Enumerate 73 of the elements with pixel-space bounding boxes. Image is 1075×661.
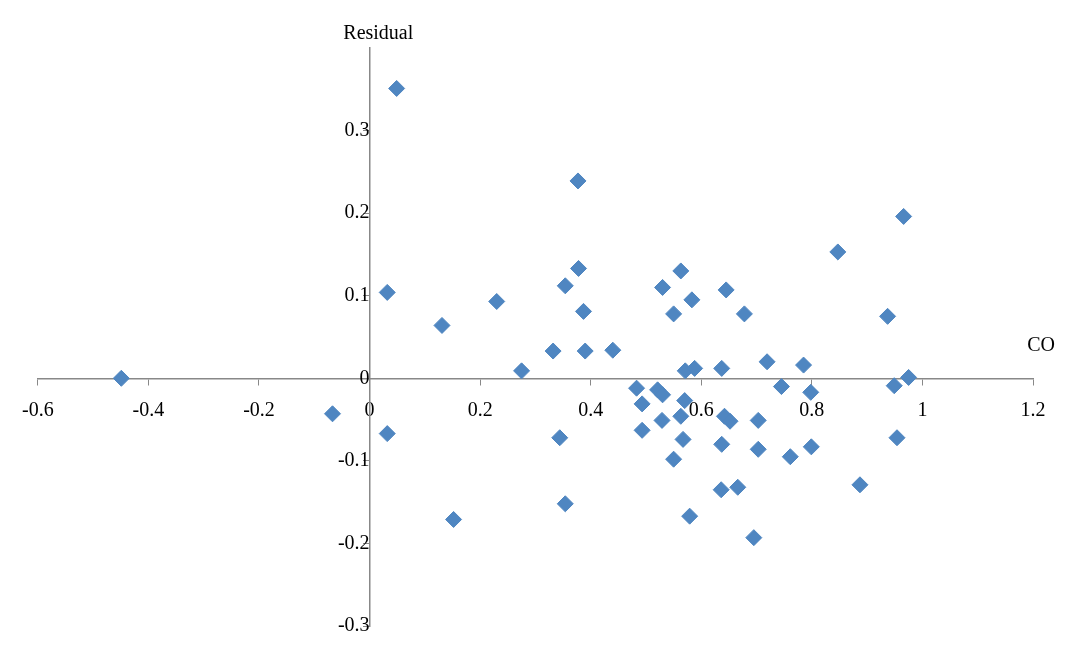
point xyxy=(758,353,776,371)
point xyxy=(556,495,574,513)
point xyxy=(633,421,651,439)
point xyxy=(713,435,731,453)
point xyxy=(445,510,463,528)
point xyxy=(388,79,406,97)
point xyxy=(851,476,869,494)
point xyxy=(665,305,683,323)
point xyxy=(802,383,820,401)
x-tick-label: 1.2 xyxy=(1020,397,1046,420)
point xyxy=(544,342,562,360)
point xyxy=(735,305,753,323)
y-tick-label: 0.2 xyxy=(344,200,370,223)
point xyxy=(802,438,820,456)
point xyxy=(654,386,672,404)
point xyxy=(604,341,622,359)
point xyxy=(717,281,735,299)
x-tick-label: 0.6 xyxy=(688,397,714,420)
x-tick-label: -0.4 xyxy=(132,397,165,420)
x-tick-label: 0.8 xyxy=(799,397,825,420)
point xyxy=(628,379,646,397)
point xyxy=(378,283,396,301)
point xyxy=(749,411,767,429)
point xyxy=(721,412,739,430)
x-tick-label: 0.4 xyxy=(578,397,604,420)
point xyxy=(569,172,587,190)
point xyxy=(772,378,790,396)
point xyxy=(885,377,903,395)
point xyxy=(712,481,730,499)
y-tick-label: -0.1 xyxy=(337,448,370,471)
x-axis-title: CO xyxy=(1027,332,1055,355)
point xyxy=(653,411,671,429)
point xyxy=(729,478,747,496)
point xyxy=(900,368,918,386)
point xyxy=(879,307,897,325)
x-tick-label: 1 xyxy=(917,397,928,420)
point xyxy=(781,448,799,466)
point xyxy=(576,342,594,360)
x-tick-label: 0.2 xyxy=(467,397,493,420)
point xyxy=(551,429,569,447)
point xyxy=(433,316,451,334)
point xyxy=(674,430,692,448)
point xyxy=(672,407,690,425)
y-axis-title: Residual xyxy=(343,21,414,44)
point xyxy=(570,259,588,277)
point xyxy=(556,277,574,295)
point xyxy=(324,405,342,423)
point xyxy=(745,529,763,547)
point xyxy=(683,291,701,309)
point xyxy=(513,362,531,380)
x-tick-label: -0.6 xyxy=(21,397,54,420)
y-tick-label: 0 xyxy=(359,365,370,388)
point xyxy=(488,292,506,310)
y-tick-label: 0.3 xyxy=(344,117,370,140)
x-tick-label: -0.2 xyxy=(243,397,275,420)
y-tick-label: 0.1 xyxy=(344,282,370,305)
point xyxy=(686,359,704,377)
point xyxy=(378,425,396,443)
point xyxy=(713,359,731,377)
point xyxy=(749,440,767,458)
point xyxy=(888,429,906,447)
point xyxy=(654,278,672,296)
point xyxy=(672,262,690,280)
y-tick-label: -0.2 xyxy=(337,530,370,553)
point xyxy=(795,356,813,374)
point xyxy=(681,507,699,525)
point xyxy=(665,450,683,468)
y-tick-label: -0.3 xyxy=(337,613,370,636)
point xyxy=(575,302,593,320)
point xyxy=(829,243,847,261)
point xyxy=(633,395,651,413)
point xyxy=(112,369,130,387)
point xyxy=(895,207,913,225)
